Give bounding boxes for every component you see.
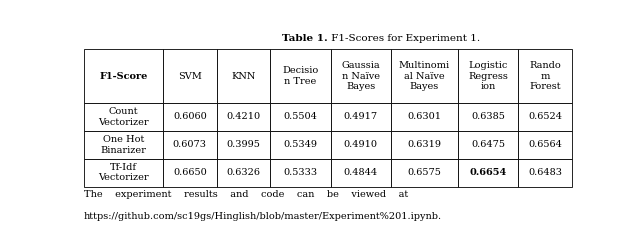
Text: 0.6483: 0.6483 xyxy=(528,168,562,177)
Text: 0.5504: 0.5504 xyxy=(284,112,317,122)
Bar xyxy=(331,159,391,187)
Text: 0.3995: 0.3995 xyxy=(227,140,260,149)
Text: https://github.com/sc19gs/Hinglish/blob/master/Experiment%201.ipynb.: https://github.com/sc19gs/Hinglish/blob/… xyxy=(84,212,442,221)
Text: 0.5349: 0.5349 xyxy=(284,140,317,149)
Text: 0.6060: 0.6060 xyxy=(173,112,207,122)
Text: 0.6073: 0.6073 xyxy=(173,140,207,149)
Text: Rando
m
Forest: Rando m Forest xyxy=(529,61,561,91)
Text: Gaussia
n Naïve
Bayes: Gaussia n Naïve Bayes xyxy=(341,61,380,91)
Bar xyxy=(163,49,217,103)
Bar xyxy=(391,103,458,131)
Bar xyxy=(163,159,217,187)
Bar xyxy=(84,131,163,159)
Bar xyxy=(84,49,163,103)
Bar xyxy=(331,103,391,131)
Text: The    experiment    results    and    code    can    be    viewed    at: The experiment results and code can be v… xyxy=(84,190,408,199)
Bar xyxy=(518,131,572,159)
Bar xyxy=(217,131,271,159)
Bar xyxy=(391,159,458,187)
Text: SVM: SVM xyxy=(178,72,202,81)
Text: Logistic
Regress
ion: Logistic Regress ion xyxy=(468,61,508,91)
Text: Multinomi
al Naïve
Bayes: Multinomi al Naïve Bayes xyxy=(399,61,450,91)
Text: 0.6319: 0.6319 xyxy=(408,140,442,149)
Text: Decisio
n Tree: Decisio n Tree xyxy=(282,66,319,86)
Text: 0.4917: 0.4917 xyxy=(344,112,378,122)
Bar xyxy=(458,159,518,187)
Bar xyxy=(518,103,572,131)
Text: F1-Scores for Experiment 1.: F1-Scores for Experiment 1. xyxy=(328,34,480,43)
Text: Count
Vectorizer: Count Vectorizer xyxy=(98,107,148,127)
Text: 0.6524: 0.6524 xyxy=(528,112,562,122)
Bar xyxy=(84,159,163,187)
Text: F1-Score: F1-Score xyxy=(99,72,148,81)
Bar xyxy=(217,103,271,131)
Bar xyxy=(271,49,331,103)
Text: 0.6575: 0.6575 xyxy=(408,168,442,177)
Bar xyxy=(391,131,458,159)
Text: 0.6564: 0.6564 xyxy=(528,140,562,149)
Text: 0.6301: 0.6301 xyxy=(408,112,442,122)
Bar xyxy=(271,131,331,159)
Bar xyxy=(518,49,572,103)
Text: 0.6654: 0.6654 xyxy=(470,168,507,177)
Text: KNN: KNN xyxy=(231,72,256,81)
Text: 0.4844: 0.4844 xyxy=(344,168,378,177)
Text: 0.6385: 0.6385 xyxy=(471,112,505,122)
Bar xyxy=(217,49,271,103)
Text: 0.5333: 0.5333 xyxy=(284,168,317,177)
Text: One Hot
Binarizer: One Hot Binarizer xyxy=(100,135,147,155)
Bar xyxy=(458,103,518,131)
Bar xyxy=(458,49,518,103)
Text: 0.4910: 0.4910 xyxy=(344,140,378,149)
Bar xyxy=(518,159,572,187)
Text: 0.6650: 0.6650 xyxy=(173,168,207,177)
Bar xyxy=(331,131,391,159)
Text: Table 1.: Table 1. xyxy=(282,34,328,43)
Bar xyxy=(163,131,217,159)
Bar xyxy=(458,131,518,159)
Text: 0.6326: 0.6326 xyxy=(227,168,260,177)
Bar xyxy=(84,103,163,131)
Bar xyxy=(163,103,217,131)
Text: 0.4210: 0.4210 xyxy=(227,112,260,122)
Bar xyxy=(271,159,331,187)
Bar xyxy=(271,103,331,131)
Bar xyxy=(391,49,458,103)
Text: Tf-Idf
Vectorizer: Tf-Idf Vectorizer xyxy=(98,163,148,183)
Bar xyxy=(217,159,271,187)
Bar xyxy=(331,49,391,103)
Text: 0.6475: 0.6475 xyxy=(471,140,505,149)
